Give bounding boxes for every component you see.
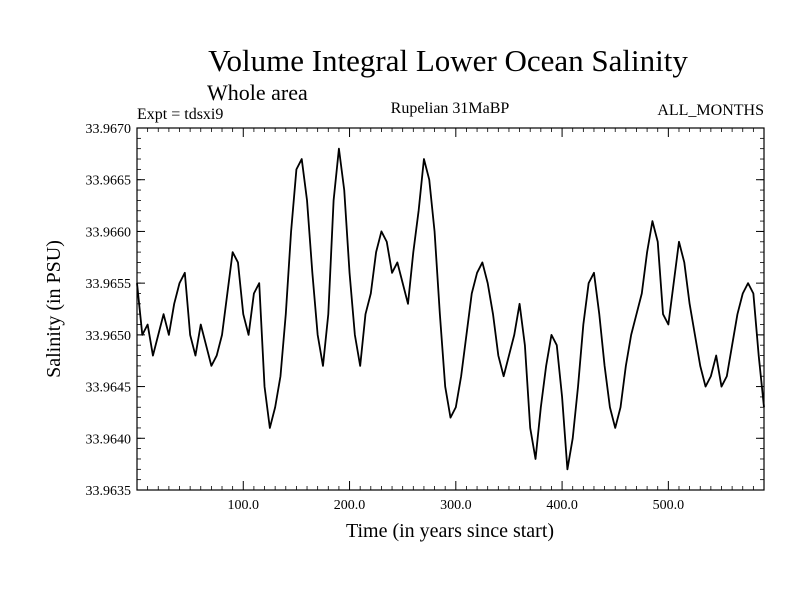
y-tick-label: 33.9645	[86, 381, 132, 396]
axis-ticks	[137, 127, 764, 491]
x-tick-label: 500.0	[653, 498, 685, 513]
chart-subtitle: Whole area	[207, 80, 308, 105]
experiment-label: Expt = tdsxi9	[137, 106, 223, 123]
x-axis-label: Time (in years since start)	[346, 520, 554, 542]
y-tick-label: 33.9655	[86, 277, 132, 292]
x-tick-label: 300.0	[440, 498, 472, 513]
y-tick-label: 33.9670	[86, 122, 132, 137]
period-label: Rupelian 31MaBP	[391, 100, 510, 117]
x-tick-labels: 100.0 200.0 300.0 400.0 500.0	[228, 498, 685, 513]
y-axis-label: Salinity (in PSU)	[43, 240, 65, 378]
y-tick-label: 33.9640	[86, 432, 132, 447]
y-tick-label: 33.9665	[86, 174, 132, 189]
x-tick-label: 100.0	[228, 498, 260, 513]
y-tick-label: 33.9660	[86, 225, 132, 240]
chart-title: Volume Integral Lower Ocean Salinity	[208, 43, 688, 78]
x-tick-label: 200.0	[334, 498, 366, 513]
x-tick-label: 400.0	[546, 498, 578, 513]
y-tick-labels: 33.9635 33.9640 33.9645 33.9650 33.9655 33.96…	[86, 122, 132, 499]
months-label: ALL_MONTHS	[657, 102, 764, 119]
y-tick-label: 33.9650	[86, 329, 132, 344]
salinity-series-line	[136, 147, 765, 471]
y-tick-label: 33.9635	[86, 484, 132, 499]
plot-frame	[136, 127, 765, 491]
